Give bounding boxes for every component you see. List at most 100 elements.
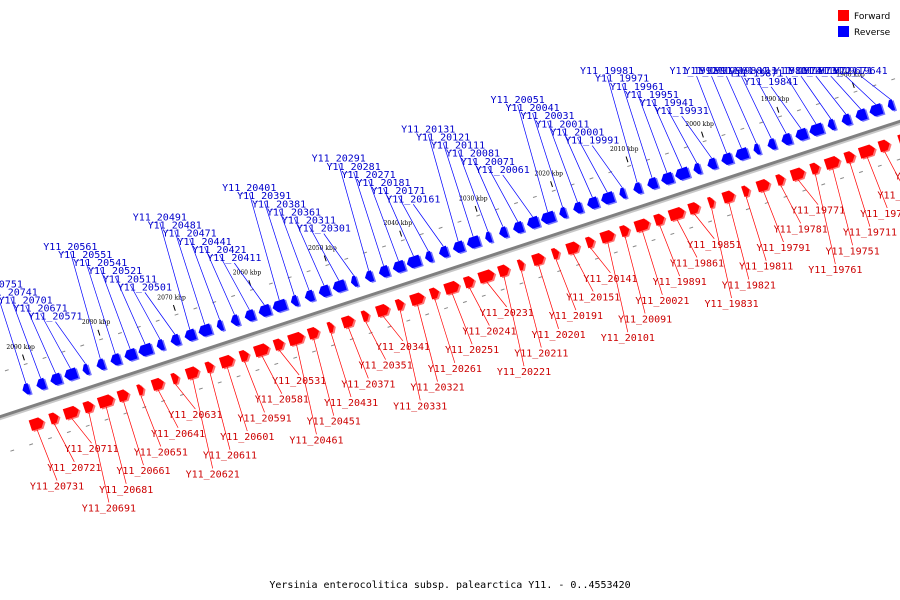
reverse-gene-leader (547, 121, 578, 203)
reverse-gene-label: Y11_20001 (550, 127, 604, 138)
reverse-gene-arrow (425, 250, 436, 264)
reverse-gene-leader (651, 99, 683, 169)
reverse-gene-label: Y11_20061 (476, 165, 530, 176)
reverse-gene-label: Y11_19671 (819, 66, 873, 77)
reverse-gene-arrow (64, 367, 81, 382)
forward-gene-arrow (789, 167, 807, 183)
forward-gene-arrow (428, 287, 441, 301)
reverse-gene-label: Y11_20291 (312, 154, 366, 165)
reverse-gene-leader (144, 292, 176, 335)
scale-minor-tick (425, 313, 430, 316)
forward-gene-leader (884, 151, 900, 182)
reverse-gene-arrow (439, 245, 452, 259)
forward-gene-label: Y11_20661 (116, 466, 170, 477)
reverse-gene-label: Y11_19941 (640, 98, 694, 109)
reverse-gene-leader (234, 262, 265, 306)
scale-minor-tick (255, 369, 260, 372)
forward-gene-arrow (150, 377, 166, 392)
reverse-gene-arrow (601, 191, 618, 206)
forward-gene-arrow (706, 196, 717, 210)
reverse-gene-label: Y11_19731 (789, 66, 843, 77)
reverse-gene-leader (40, 313, 71, 369)
gene-labels: Y11_19641Y11_19671Y11_19721Y11_19731Y11_… (0, 66, 900, 514)
backbone-line (0, 119, 900, 419)
forward-gene-leader (451, 293, 473, 345)
forward-gene-leader (175, 383, 196, 410)
forward-gene-leader (382, 315, 404, 342)
reverse-gene-leader (293, 217, 325, 286)
scale-tick-label: 1980 kbp (836, 71, 865, 78)
scale-minor-tick (161, 399, 166, 403)
forward-gene-arrow (409, 292, 427, 307)
scale-minor-tick (476, 214, 481, 217)
forward-gene-leader (728, 202, 750, 280)
reverse-gene-leader (696, 75, 727, 154)
scale-minor-tick (702, 140, 707, 143)
reverse-gene-arrow (290, 294, 302, 308)
forward-gene-arrow (477, 269, 497, 285)
forward-gene-label: Y11_20711 (65, 444, 119, 455)
reverse-gene-label: Y11_20411 (207, 253, 261, 264)
scale-minor-tick (198, 387, 203, 390)
reverse-gene-leader (25, 305, 56, 374)
reverse-gene-label: Y11_19741 (774, 66, 828, 77)
forward-gene-label: Y11_20641 (151, 429, 205, 440)
forward-gene-arrow (326, 321, 336, 335)
forward-gene-arrow (857, 144, 877, 160)
scale-minor-tick (589, 177, 594, 180)
forward-gene-arrow (48, 412, 61, 426)
scale-tick (474, 205, 478, 212)
forward-gene-label: Y11_20331 (393, 401, 447, 412)
scale-minor-tick (532, 195, 537, 199)
reverse-gene-arrow (82, 363, 92, 376)
scale-minor-tick (840, 177, 845, 180)
reverse-gene-leader (248, 193, 280, 301)
scale-minor-tick (217, 381, 222, 384)
forward-gene-label: Y11_20231 (480, 308, 534, 319)
reverse-gene-label: Y11_19921 (669, 66, 723, 77)
forward-gene-arrow (599, 229, 617, 245)
forward-gene-arrow (809, 162, 822, 176)
scale-minor-tick (500, 288, 505, 291)
scale-minor-tick (387, 325, 392, 328)
forward-gene-leader (659, 224, 680, 277)
reverse-gene-arrow (513, 221, 527, 235)
reverse-gene-leader (845, 75, 876, 105)
scale-minor-tick (627, 164, 632, 168)
reverse-gene-arrow (318, 284, 333, 299)
reverse-gene-leader (308, 225, 340, 281)
reverse-gene-leader (159, 222, 191, 330)
forward-gene-arrow (136, 384, 146, 397)
reverse-gene-arrow (198, 323, 215, 338)
forward-gene-label: Y11_20651 (134, 447, 188, 458)
scale-minor-tick (29, 443, 34, 446)
reverse-gene-label: Y11_20541 (73, 258, 127, 269)
forward-gene-label: Y11_20021 (635, 296, 689, 307)
scale-minor-tick (858, 170, 863, 174)
scale-minor-tick (664, 152, 669, 155)
forward-gene-arrow (462, 276, 477, 290)
forward-gene-leader (330, 332, 352, 398)
forward-gene-leader (278, 349, 300, 376)
scale-minor-tick (85, 424, 90, 427)
reverse-gene-leader (412, 204, 444, 247)
reverse-gene-leader (442, 142, 474, 237)
reverse-gene-arrow (156, 338, 167, 352)
forward-gene-arrow (843, 151, 857, 165)
reverse-gene-leader (70, 251, 101, 359)
reverse-gene-arrow (633, 182, 645, 195)
forward-gene-arrow (775, 174, 787, 187)
forward-gene-label: Y11_20371 (341, 379, 395, 390)
forward-gene-arrow (272, 338, 286, 352)
reverse-gene-label: Y11_19871 (729, 69, 783, 80)
forward-gene-leader (486, 281, 507, 308)
reverse-gene-label: Y11_20121 (416, 132, 470, 143)
forward-gene-arrow (877, 139, 892, 154)
reverse-gene-label: Y11_19841 (744, 77, 798, 88)
forward-gene-leader (814, 173, 836, 265)
reverse-gene-leader (427, 134, 459, 242)
reverse-gene-leader (770, 86, 802, 129)
reverse-gene-arrow (485, 231, 495, 244)
scale-minor-tick (821, 183, 826, 186)
scale-minor-tick (312, 350, 317, 353)
